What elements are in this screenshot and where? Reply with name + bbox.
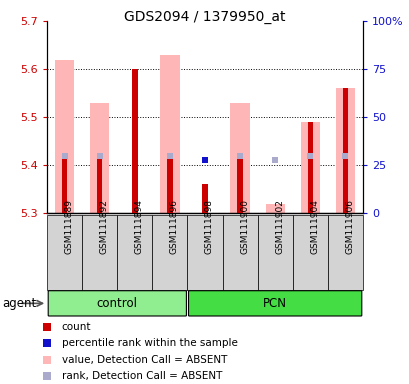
Bar — [160, 55, 179, 213]
Text: GSM111894: GSM111894 — [135, 199, 144, 254]
Text: count: count — [61, 322, 91, 332]
Bar — [230, 103, 249, 213]
Bar — [342, 88, 347, 213]
Text: GSM111892: GSM111892 — [99, 199, 108, 254]
Text: PCN: PCN — [263, 297, 286, 310]
Text: GSM111904: GSM111904 — [310, 199, 319, 254]
Text: GSM111896: GSM111896 — [169, 199, 178, 254]
Bar — [335, 88, 354, 213]
Bar — [55, 60, 74, 213]
Bar — [62, 156, 67, 213]
FancyBboxPatch shape — [188, 291, 361, 316]
Bar — [167, 156, 172, 213]
Bar — [257, 215, 292, 290]
FancyBboxPatch shape — [48, 291, 186, 316]
Bar — [187, 215, 222, 290]
Bar — [265, 204, 284, 213]
Text: agent: agent — [2, 297, 36, 310]
Bar — [90, 103, 109, 213]
Bar — [237, 156, 242, 213]
Bar — [47, 215, 82, 290]
Bar — [132, 69, 137, 213]
Text: GSM111898: GSM111898 — [204, 199, 213, 254]
Bar — [152, 215, 187, 290]
Bar — [327, 215, 362, 290]
Bar — [82, 215, 117, 290]
Bar — [307, 122, 312, 213]
Text: GDS2094 / 1379950_at: GDS2094 / 1379950_at — [124, 10, 285, 23]
Text: control: control — [97, 297, 137, 310]
Bar — [300, 122, 319, 213]
Text: rank, Detection Call = ABSENT: rank, Detection Call = ABSENT — [61, 371, 221, 381]
Bar — [292, 215, 327, 290]
Bar — [222, 215, 257, 290]
Bar — [117, 215, 152, 290]
Text: value, Detection Call = ABSENT: value, Detection Call = ABSENT — [61, 354, 227, 364]
Text: GSM111902: GSM111902 — [274, 199, 283, 254]
Text: GSM111889: GSM111889 — [65, 199, 74, 254]
Text: percentile rank within the sample: percentile rank within the sample — [61, 338, 237, 348]
Bar — [202, 184, 207, 213]
Text: GSM111906: GSM111906 — [344, 199, 353, 254]
Bar — [97, 156, 102, 213]
Text: GSM111900: GSM111900 — [240, 199, 249, 254]
